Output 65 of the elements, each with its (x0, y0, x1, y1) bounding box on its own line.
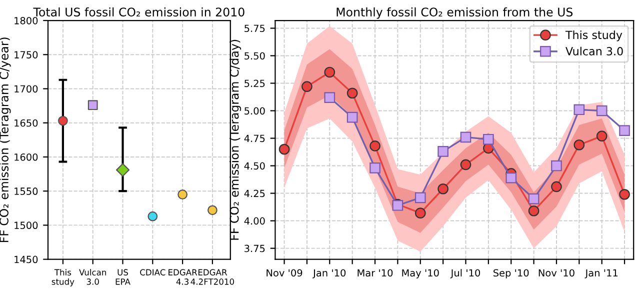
point (302, 81, 312, 92)
point (370, 140, 380, 152)
y-tick-label: 5.00 (244, 107, 265, 115)
point (551, 181, 562, 192)
y-tick-label: 4.00 (244, 217, 265, 225)
point (88, 100, 98, 110)
y-tick-label: 1450 (14, 256, 38, 264)
point (370, 162, 380, 174)
point (208, 205, 218, 216)
x-tick-label: Vulcan 3.0 (79, 269, 106, 285)
x-tick-label: US EPA (116, 269, 130, 285)
point (483, 134, 494, 145)
chart-title: Total US fossil CO₂ emission in 2010 (33, 7, 244, 17)
chart-title: Monthly fossil CO₂ emission from the US (336, 7, 573, 19)
point (460, 159, 472, 170)
point (116, 163, 130, 177)
y-tick-label: 1800 (14, 16, 38, 24)
y-tick-label: 5.50 (244, 52, 265, 60)
point (528, 205, 540, 216)
point (460, 132, 472, 143)
point (596, 105, 608, 116)
point (574, 104, 585, 116)
point (278, 144, 290, 155)
point (574, 139, 585, 150)
x-tick-label: Nov '10 (538, 269, 574, 277)
x-tick-label: CDIAC (140, 269, 166, 276)
point (148, 211, 158, 222)
point (58, 116, 68, 126)
y-tick-label: 4.50 (244, 162, 265, 170)
y-tick-label: 4.75 (244, 134, 265, 142)
x-tick-label: Jan '10 (312, 269, 346, 278)
y-tick-label: 1550 (14, 188, 38, 195)
point (324, 66, 336, 78)
point (324, 92, 336, 103)
legend-label: Vulcan 3.0 (566, 46, 623, 56)
point (551, 160, 562, 172)
y-tick-label: 5.25 (244, 80, 265, 88)
y-tick-label: 1750 (14, 51, 38, 58)
y-tick-label: 4.25 (244, 190, 265, 198)
y-tick-label: 1650 (14, 119, 38, 127)
y-tick-label: 1700 (14, 85, 38, 93)
point (178, 190, 188, 200)
point (346, 88, 358, 99)
point (438, 146, 448, 157)
x-tick-label: This study (52, 269, 74, 286)
point (506, 172, 517, 184)
y-tick-label: 1600 (14, 153, 38, 161)
y-tick-label: 5.75 (244, 24, 265, 32)
legend-label: This study (565, 30, 622, 42)
point (528, 193, 540, 204)
point (596, 130, 608, 142)
x-tick-label: Sep '10 (494, 269, 529, 278)
point (438, 183, 448, 194)
point (619, 125, 630, 136)
x-tick-label: Jan '11 (584, 269, 618, 278)
y-tick-label: 1500 (14, 222, 38, 230)
point (414, 208, 426, 218)
x-tick-label: Mar '10 (358, 269, 393, 277)
point (414, 192, 426, 204)
x-tick-label: May '10 (402, 269, 439, 278)
y-tick-label: 3.75 (244, 244, 265, 252)
x-tick-label: Jul '10 (450, 269, 480, 278)
point (619, 188, 630, 200)
x-tick-label: Nov '09 (266, 269, 302, 277)
point (346, 112, 358, 123)
